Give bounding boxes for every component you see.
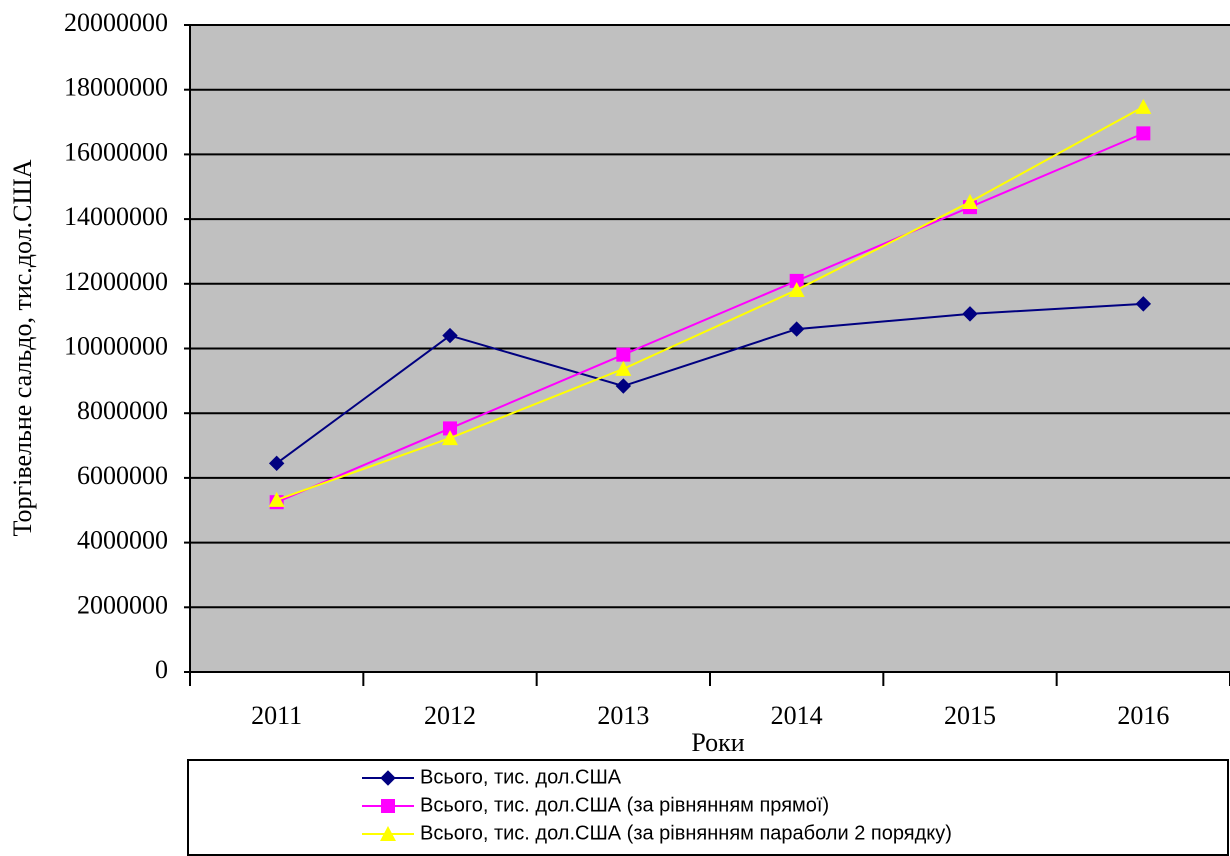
x-tick-label: 2015: [944, 701, 996, 730]
y-tick-label: 14000000: [64, 202, 168, 231]
series-line: [276, 302, 1144, 465]
marker: [615, 378, 632, 394]
x-tick-label: 2016: [1117, 701, 1169, 730]
legend-label: Всього, тис. дол.США: [420, 766, 622, 788]
marker: [442, 327, 458, 344]
marker: [788, 281, 805, 297]
x-tick-label: 2011: [251, 701, 302, 730]
marker: [268, 455, 285, 472]
marker: [615, 360, 632, 376]
legend-label: Всього, тис. дол.США (за рівнянням параб…: [420, 822, 952, 844]
legend-label: Всього, тис. дол.США (за рівнянням прямо…: [420, 794, 829, 816]
y-tick-label: 0: [155, 655, 168, 684]
marker: [616, 347, 631, 362]
marker: [442, 430, 458, 446]
x-axis-title: Роки: [691, 728, 744, 757]
y-tick-label: 10000000: [64, 331, 168, 360]
marker: [788, 321, 805, 337]
y-tick-label: 20000000: [64, 8, 168, 37]
y-tick-label: 6000000: [77, 461, 168, 490]
marker: [381, 799, 395, 813]
marker: [1135, 296, 1152, 312]
marker: [962, 306, 978, 322]
legend: Всього, тис. дол.США Всього, тис. дол.США…: [187, 759, 1229, 856]
y-axis-title: Торгівельне сальдо, тис.дол.США: [8, 159, 37, 536]
series-line: [276, 132, 1144, 504]
marker: [380, 826, 396, 841]
y-tick-label: 18000000: [64, 73, 168, 102]
x-tick-label: 2013: [597, 701, 649, 730]
series-line: [276, 105, 1144, 501]
x-tick-label: 2012: [424, 701, 476, 730]
y-tick-label: 16000000: [64, 137, 168, 166]
y-tick-label: 2000000: [77, 590, 168, 619]
marker: [1135, 98, 1152, 114]
marker: [789, 273, 804, 288]
marker: [1136, 126, 1151, 141]
y-tick-label: 8000000: [77, 396, 168, 425]
x-tick-label: 2014: [771, 701, 823, 730]
legend-box: [187, 759, 1229, 856]
marker: [268, 491, 285, 507]
marker: [380, 770, 396, 786]
marker: [443, 421, 457, 436]
marker: [962, 193, 978, 209]
y-tick-label: 12000000: [64, 267, 168, 296]
y-tick-label: 4000000: [77, 526, 168, 555]
